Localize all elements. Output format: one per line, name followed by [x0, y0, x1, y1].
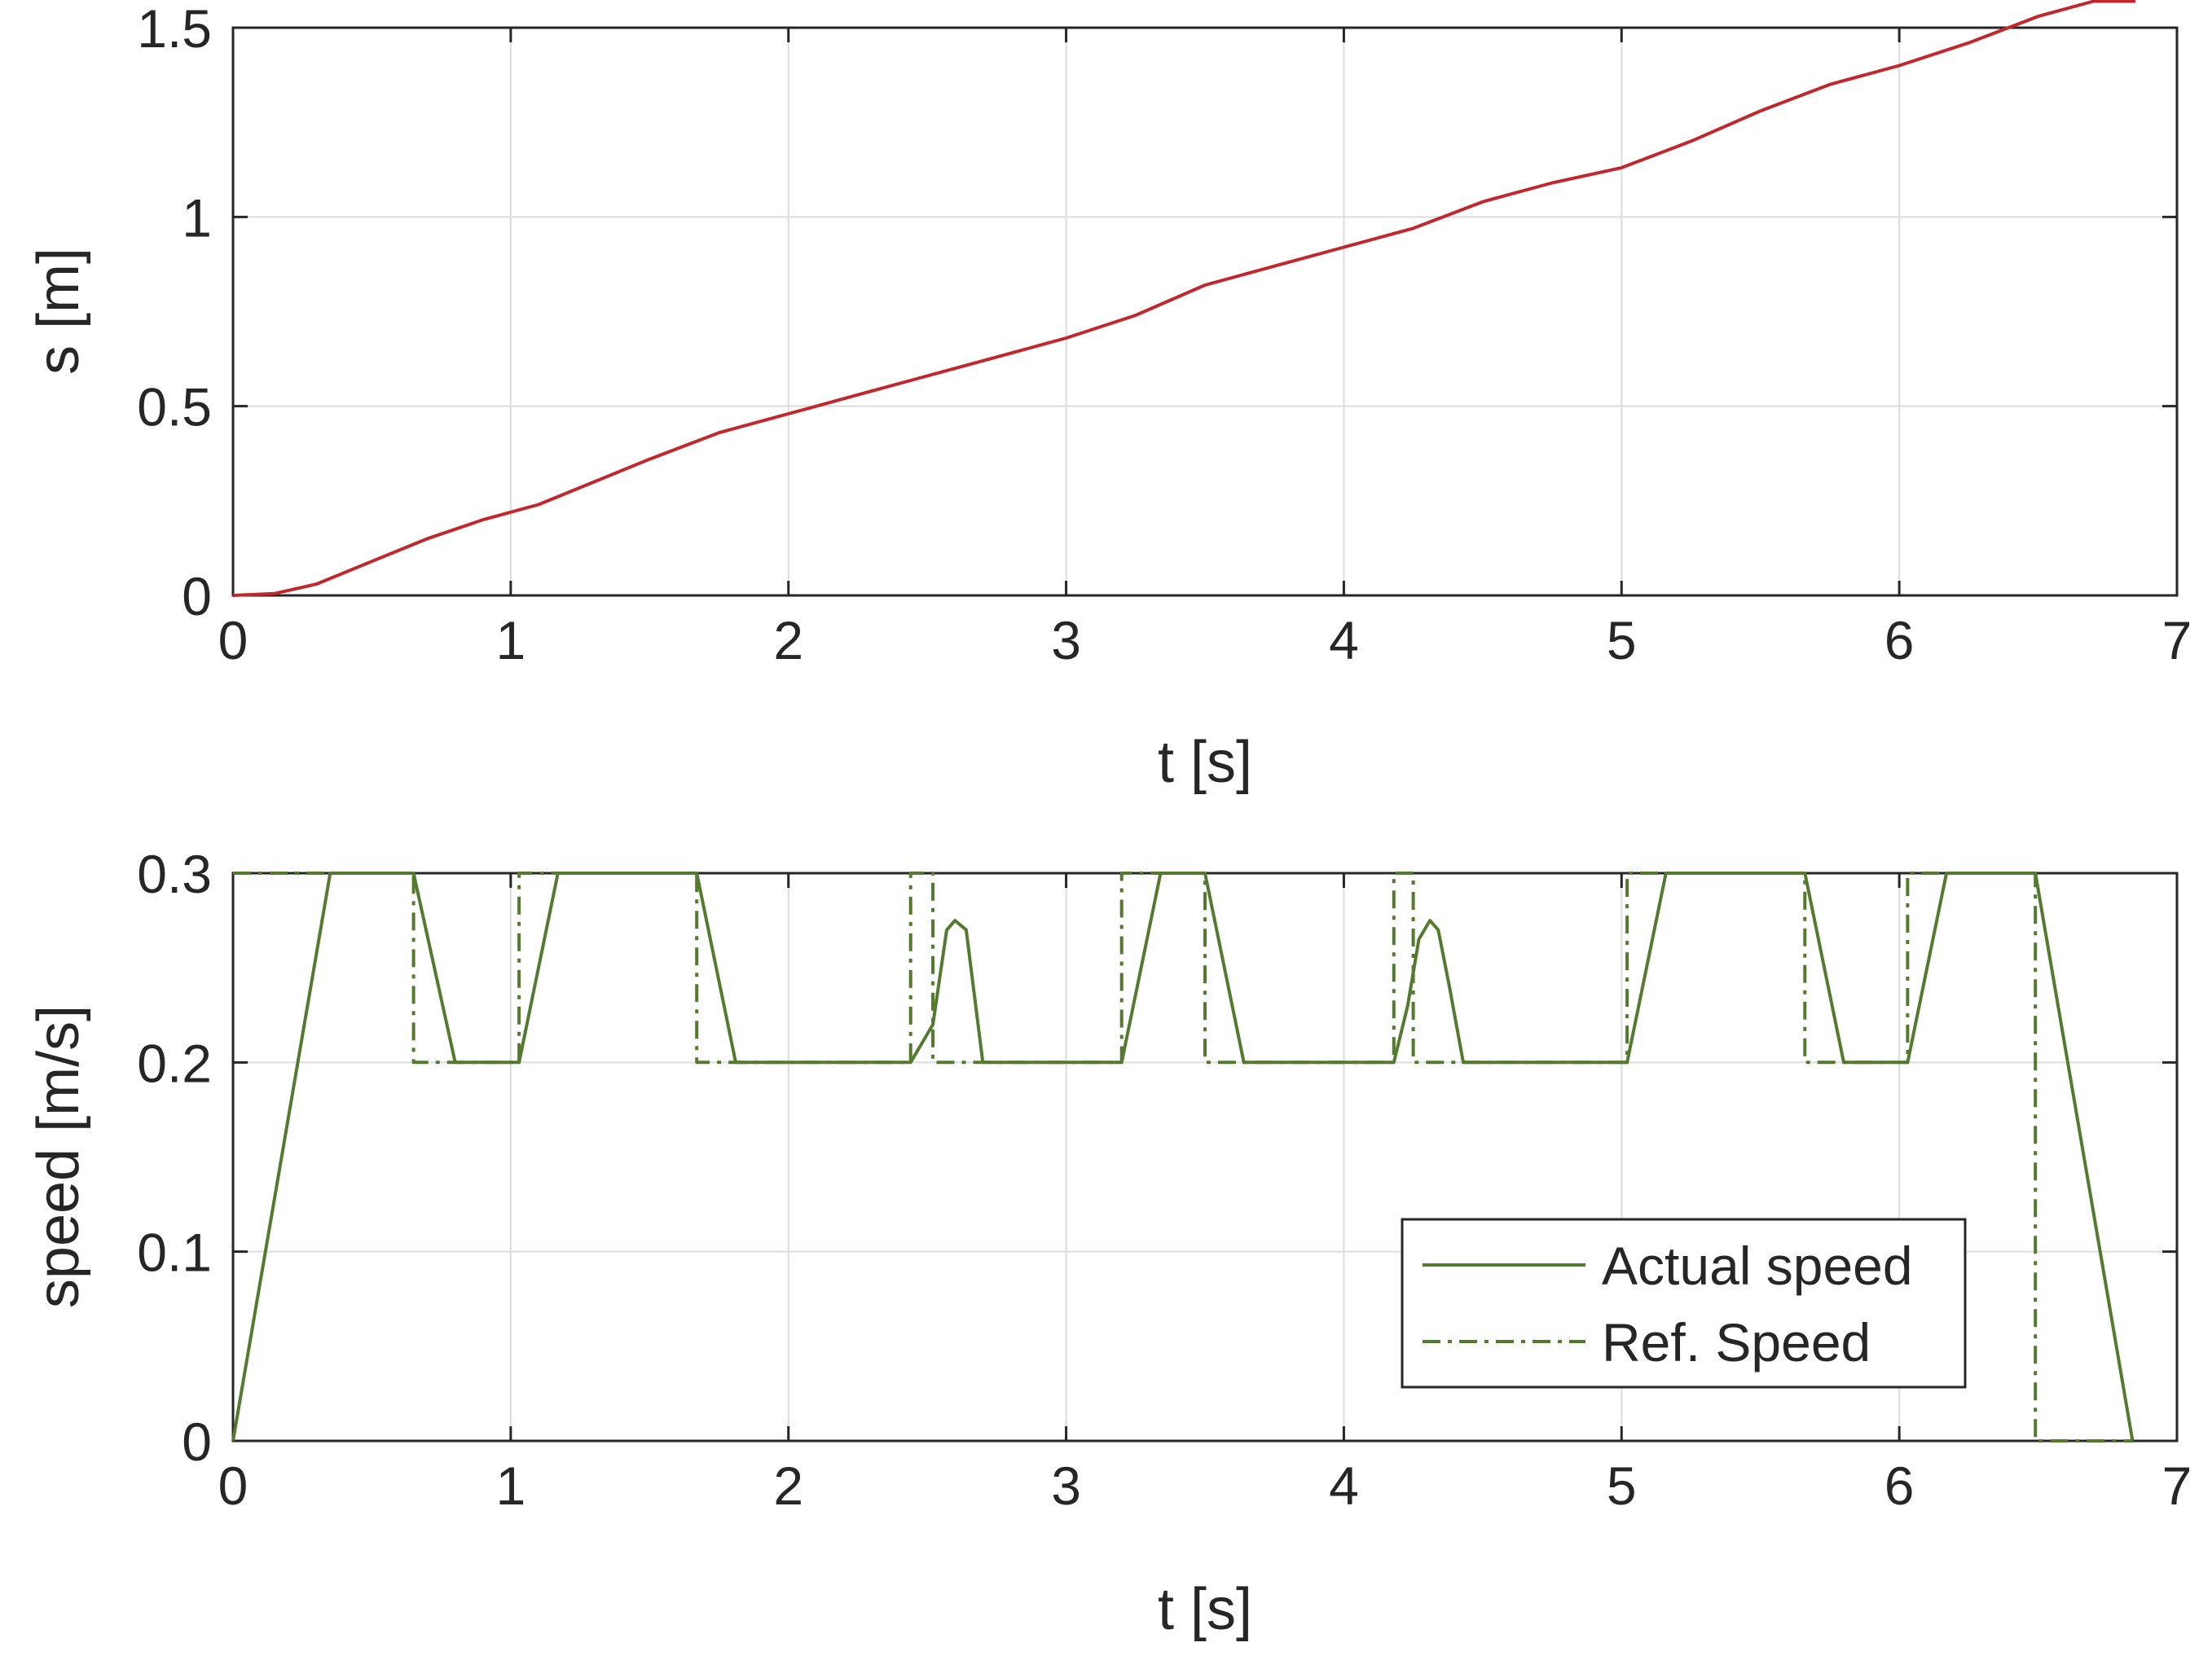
- speed-y-tick-label: 0.2: [137, 1033, 212, 1093]
- distance-y-tick-label: 0: [182, 566, 212, 626]
- distance-tick-labels: 0 1 2 3 4 5 6 7 0 0.5 1 1.5: [137, 0, 2192, 670]
- speed-subplot: 0 1 2 3 4 5 6 7 0 0.1 0.2 0.3 t [s] speed [m/s] Act…: [26, 844, 2192, 1642]
- speed-x-tick-label: 3: [1051, 1456, 1081, 1516]
- distance-x-tick-label: 4: [1329, 610, 1359, 670]
- distance-axes-box: [231, 26, 2179, 597]
- speed-x-tick-label: 6: [1884, 1456, 1915, 1516]
- speed-x-tick-label: 5: [1607, 1456, 1637, 1516]
- distance-x-tick-label: 7: [2162, 610, 2192, 670]
- distance-x-axis-label: t [s]: [1158, 730, 1252, 795]
- speed-y-tick-label: 0.1: [137, 1223, 212, 1283]
- distance-y-tick-label: 0.5: [137, 377, 212, 437]
- speed-series: [231, 872, 2135, 1443]
- distance-x-tick-label: 5: [1607, 610, 1637, 670]
- distance-y-tick-label: 1.5: [137, 0, 212, 59]
- distance-series-line-0: [232, 0, 2135, 597]
- distance-subplot: 0 1 2 3 4 5 6 7 0 0.5 1 1.5 t [s] s [m]: [26, 0, 2192, 795]
- distance-x-tick-label: 1: [495, 610, 526, 670]
- distance-x-tick-label: 2: [773, 610, 803, 670]
- speed-x-axis-label: t [s]: [1158, 1577, 1252, 1642]
- distance-grid: [233, 28, 2177, 595]
- speed-x-tick-label: 4: [1329, 1456, 1359, 1516]
- legend-box: [1401, 1218, 1967, 1389]
- speed-x-tick-label: 1: [495, 1456, 526, 1516]
- distance-series: [232, 0, 2135, 597]
- distance-y-axis-label: s [m]: [26, 248, 91, 375]
- distance-x-tick-label: 0: [218, 610, 248, 670]
- speed-y-tick-label: 0: [182, 1412, 212, 1472]
- speed-tick-labels: 0 1 2 3 4 5 6 7 0 0.1 0.2 0.3: [137, 844, 2192, 1516]
- speed-x-tick-label: 2: [773, 1456, 803, 1516]
- distance-y-tick-label: 1: [182, 187, 212, 248]
- speed-y-tick-label: 0.3: [137, 844, 212, 904]
- legend-label-ref-speed: Ref. Speed: [1602, 1312, 1871, 1372]
- speed-x-tick-label: 7: [2162, 1456, 2192, 1516]
- speed-legend: Actual speed Ref. Speed: [1401, 1218, 1967, 1389]
- distance-x-tick-label: 6: [1884, 610, 1915, 670]
- speed-series-line-ref-speed: [233, 872, 2133, 1443]
- speed-y-axis-label: speed [m/s]: [26, 1005, 91, 1308]
- speed-x-tick-label: 0: [218, 1456, 248, 1516]
- legend-label-actual-speed: Actual speed: [1602, 1236, 1913, 1296]
- distance-x-tick-label: 3: [1051, 610, 1081, 670]
